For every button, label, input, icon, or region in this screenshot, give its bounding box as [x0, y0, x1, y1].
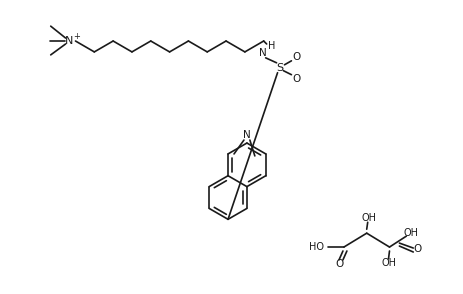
Text: OH: OH [361, 213, 376, 223]
Text: O: O [292, 52, 300, 62]
Text: +: + [73, 31, 80, 41]
Text: N: N [65, 36, 74, 46]
Text: N: N [243, 130, 251, 140]
Text: O: O [413, 244, 421, 254]
Text: OH: OH [381, 258, 396, 268]
Text: S: S [276, 63, 283, 73]
Text: HO: HO [309, 242, 324, 252]
Text: N: N [259, 48, 267, 58]
Text: O: O [336, 259, 344, 269]
Text: OH: OH [404, 228, 419, 238]
Text: O: O [292, 74, 300, 84]
Text: H: H [268, 41, 275, 51]
